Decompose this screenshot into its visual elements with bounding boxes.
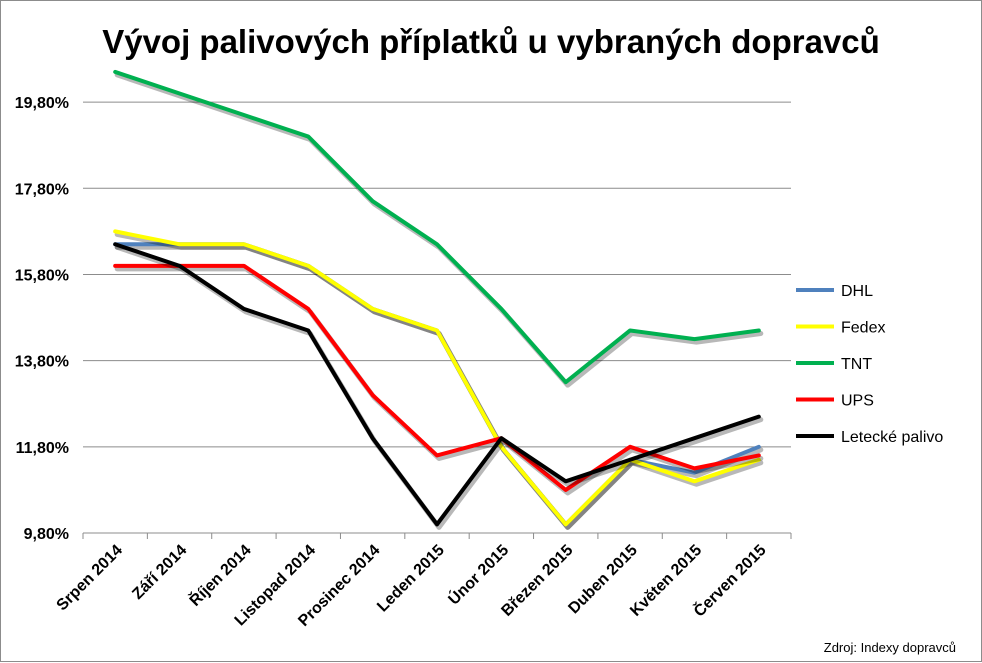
legend-label: UPS <box>841 393 874 410</box>
legend-label: Fedex <box>841 320 885 337</box>
data-point <box>565 523 567 525</box>
legend-label: DHL <box>841 283 873 300</box>
x-tick-label: Únor 2015 <box>444 540 512 608</box>
data-point <box>114 71 116 73</box>
x-tick-label: Leden 2015 <box>374 542 448 616</box>
legend: DHL Fedex TNT UPS Letecké palivo <box>796 283 943 446</box>
data-point <box>307 265 309 267</box>
data-point <box>372 394 374 396</box>
data-point <box>693 338 695 340</box>
y-axis-ticks: 9,80% 11,80% 13,80% 15,80% 17,80% 19,80% <box>15 95 69 543</box>
data-point <box>758 329 760 331</box>
x-tick-label: Srpen 2014 <box>54 542 126 614</box>
data-point <box>629 446 631 448</box>
data-point <box>114 243 116 245</box>
y-tick-label: 9,80% <box>24 526 69 543</box>
data-point <box>436 243 438 245</box>
data-point <box>758 459 760 461</box>
y-tick-label: 11,80% <box>16 440 69 457</box>
data-point <box>114 265 116 267</box>
data-point <box>436 454 438 456</box>
legend-label: Letecké palivo <box>841 429 943 446</box>
data-point <box>436 523 438 525</box>
x-tick-label: Říjen 2014 <box>185 540 254 609</box>
y-tick-label: 17,80% <box>15 181 69 198</box>
y-tick-label: 19,80% <box>15 95 69 112</box>
data-point <box>114 230 116 232</box>
data-point <box>500 446 502 448</box>
data-point <box>243 114 245 116</box>
y-tick-label: 15,80% <box>15 267 69 284</box>
x-tick-label: Září 2014 <box>129 542 190 603</box>
chart-title: Vývoj palivových příplatků u vybraných d… <box>102 23 880 60</box>
data-point <box>565 489 567 491</box>
data-point <box>500 308 502 310</box>
source-note: Zdroj: Indexy dopravců <box>824 640 956 655</box>
data-point <box>307 308 309 310</box>
data-point <box>758 446 760 448</box>
data-point <box>693 467 695 469</box>
data-point <box>372 437 374 439</box>
series-shadow <box>114 266 764 496</box>
y-tick-label: 13,80% <box>15 354 69 371</box>
series-line-3 <box>113 263 761 492</box>
data-point <box>243 265 245 267</box>
data-point <box>758 454 760 456</box>
data-point <box>243 243 245 245</box>
data-point <box>179 92 181 94</box>
data-point <box>629 459 631 461</box>
series-line-1 <box>113 229 761 527</box>
data-point <box>500 437 502 439</box>
data-point <box>243 308 245 310</box>
data-point <box>179 265 181 267</box>
data-point <box>693 437 695 439</box>
data-point <box>372 308 374 310</box>
data-point <box>307 329 309 331</box>
data-point <box>629 329 631 331</box>
data-point <box>372 200 374 202</box>
series-lines <box>113 69 764 530</box>
series-line-2 <box>113 69 761 385</box>
data-point <box>693 472 695 474</box>
series-line-4 <box>113 242 761 527</box>
series-shadow <box>114 231 764 530</box>
legend-label: TNT <box>841 356 872 373</box>
series-shadow <box>114 72 764 388</box>
data-point <box>693 480 695 482</box>
data-point <box>436 329 438 331</box>
data-point <box>758 416 760 418</box>
data-point <box>565 480 567 482</box>
data-point <box>179 243 181 245</box>
data-point <box>307 136 309 138</box>
data-point <box>565 381 567 383</box>
